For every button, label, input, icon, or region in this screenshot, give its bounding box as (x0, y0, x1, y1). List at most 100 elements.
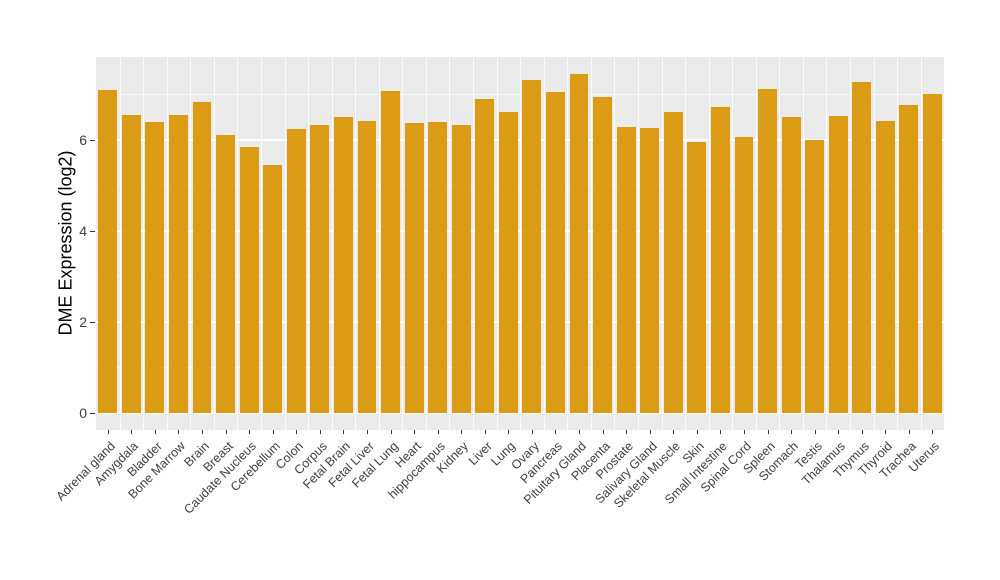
plot-panel (96, 57, 944, 430)
x-tick-mark (531, 430, 533, 434)
bar-skin (687, 142, 707, 413)
gridline-vertical (543, 57, 545, 430)
x-tick-slot (756, 430, 780, 435)
bar-slot (332, 57, 357, 430)
x-tick-mark (696, 430, 698, 434)
x-tick-slot (732, 430, 756, 435)
gridline-minor (96, 276, 944, 278)
bar-slot (426, 57, 451, 430)
y-tick-label: 0 (79, 405, 87, 421)
bar-caudate-nucleus (239, 147, 259, 413)
gridline-vertical (850, 57, 851, 430)
x-tick-slot (638, 430, 662, 435)
bar-slot (379, 57, 404, 430)
gridline-vertical (614, 57, 616, 430)
bar-colon (286, 128, 306, 413)
bar-bone-marrow (169, 115, 188, 413)
x-tick-mark (767, 430, 769, 434)
bar-slot (120, 57, 145, 430)
x-tick-mark (107, 430, 109, 434)
x-tick-slot (143, 430, 167, 435)
gridline-vertical (143, 57, 145, 430)
x-tick-mark (414, 430, 416, 434)
gridline-vertical (520, 57, 522, 430)
bar-kidney (451, 125, 471, 413)
bar-slot (167, 57, 192, 430)
gridline-vertical (920, 57, 922, 430)
bar-fetal-lung (381, 91, 400, 413)
gridline-vertical (637, 57, 639, 430)
bar-slot (874, 57, 899, 430)
x-tick-mark (343, 430, 345, 434)
x-tick-slot (662, 430, 686, 435)
y-tick-label: 2 (79, 314, 87, 331)
gridline-minor (96, 367, 944, 369)
gridline-vertical (567, 57, 569, 430)
y-axis-title: DME Expression (log2) (55, 150, 76, 336)
gridline-major (96, 321, 944, 324)
bar-slot (662, 57, 687, 430)
bar-slot (591, 57, 616, 430)
bar-breast (216, 134, 235, 413)
bar-heart (404, 122, 424, 413)
x-tick-mark (579, 430, 581, 434)
x-tick-slot (709, 430, 733, 435)
x-tick-slot (449, 430, 473, 435)
gridline-vertical (166, 57, 168, 430)
gridline-vertical (473, 57, 474, 430)
bar-fetal-liver (357, 121, 377, 413)
bar-slot (355, 57, 380, 430)
x-tick-mark (178, 430, 180, 434)
bar-slot (803, 57, 828, 430)
x-tick-mark (225, 430, 227, 434)
gridline-vertical (779, 57, 781, 430)
gridline-vertical (590, 57, 592, 430)
bar-slot (96, 57, 121, 430)
x-tick-slot (520, 430, 544, 435)
gridline-vertical (661, 57, 663, 430)
y-tick-label: 6 (79, 132, 87, 149)
x-tick-slot (567, 430, 591, 435)
x-tick-slot (779, 430, 803, 435)
x-tick-slot (591, 430, 615, 435)
x-tick-slot (285, 430, 309, 435)
x-tick-mark (908, 430, 910, 434)
x-tick-slot (190, 430, 214, 435)
bar-spleen (758, 89, 777, 413)
bar-fetal-brain (333, 117, 353, 413)
bar-slot (756, 57, 781, 430)
x-tick-mark (602, 430, 604, 434)
x-tick-mark (154, 430, 156, 434)
x-tick-slot (921, 430, 945, 435)
gridline-vertical (708, 57, 710, 430)
gridline-vertical (331, 57, 333, 430)
x-tick-mark (131, 430, 133, 434)
bar-thyroid (875, 120, 895, 413)
bar-corpus (310, 125, 330, 413)
bar-brain (192, 101, 212, 413)
x-label-slot: Uterus (906, 437, 945, 567)
x-tick-slot (850, 430, 874, 435)
bar-pituitary-gland (569, 74, 589, 413)
x-tick-slot (214, 430, 238, 435)
x-tick-slot (120, 430, 144, 435)
y-tick-label: 4 (79, 223, 87, 240)
y-tick-mark (90, 140, 95, 142)
x-tick-mark (838, 430, 840, 434)
bar-slot (685, 57, 710, 430)
gridline-vertical (402, 57, 404, 430)
gridline-vertical (873, 57, 875, 430)
bar-slot (544, 57, 569, 430)
bar-hippocampus (428, 122, 448, 413)
bar-slot (567, 57, 592, 430)
x-tick-mark (791, 430, 793, 434)
bar-adrenal-gland (98, 90, 118, 413)
bar-slot (473, 57, 498, 430)
x-tick-slot (497, 430, 521, 435)
x-tick-slot (261, 430, 285, 435)
x-axis-ticks (96, 430, 944, 435)
x-tick-mark (390, 430, 392, 434)
bar-testis (805, 140, 825, 413)
bar-slot (214, 57, 239, 430)
